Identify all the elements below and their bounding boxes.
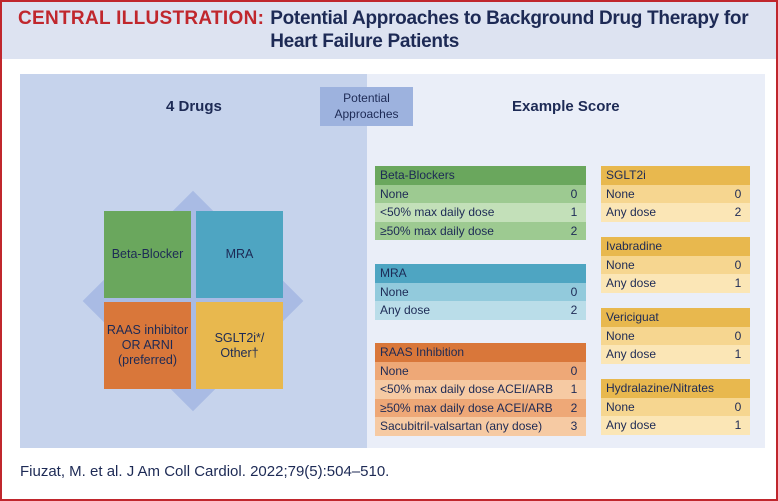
dose-label: Any dose <box>606 418 657 432</box>
table-row: None 0 <box>601 397 750 416</box>
title-text: Potential Approaches to Background Drug … <box>270 8 749 52</box>
table-row: Any dose 2 <box>375 301 586 320</box>
score-value: 0 <box>570 186 578 201</box>
dose-label: ≥50% max daily dose ACEI/ARB <box>380 400 553 415</box>
score-value: 2 <box>734 205 742 219</box>
score-value: 0 <box>570 284 578 299</box>
table-row: Any dose 1 <box>601 416 750 435</box>
score-table: MRA None 0 Any dose 2 <box>375 264 586 320</box>
table-row: Any dose 2 <box>601 203 750 222</box>
score-value: 0 <box>570 363 578 378</box>
dose-label: ≥50% max daily dose <box>380 223 494 238</box>
score-value: 1 <box>734 276 742 290</box>
dose-label: None <box>380 186 409 201</box>
quad-raas: RAAS inhibitor OR ARNI (preferred) <box>104 302 191 389</box>
quad-mra: MRA <box>196 211 283 298</box>
score-value: 2 <box>570 303 578 317</box>
table-row: Sacubitril-valsartan (any dose) 3 <box>375 417 586 436</box>
table-row: None 0 <box>375 184 586 203</box>
table-row: Any dose 1 <box>601 274 750 293</box>
score-value: 2 <box>570 400 578 415</box>
table-header: SGLT2i <box>601 166 750 185</box>
dose-label: <50% max daily dose ACEI/ARB <box>380 382 554 396</box>
score-value: 0 <box>734 257 742 272</box>
score-table: RAAS Inhibition None 0 <50% max daily dose … <box>375 343 586 436</box>
dose-label: None <box>606 399 635 414</box>
dose-label: None <box>380 363 409 378</box>
score-value: 1 <box>570 382 578 396</box>
score-table: SGLT2i None 0 Any dose 2 <box>601 166 750 222</box>
score-value: 1 <box>570 205 578 219</box>
table-header: Beta-Blockers <box>375 166 586 185</box>
table-header: RAAS Inhibition <box>375 343 586 362</box>
title-lead: CENTRAL ILLUSTRATION: <box>18 8 265 29</box>
dose-label: None <box>606 328 635 343</box>
score-value: 3 <box>570 419 578 433</box>
score-table: Vericiguat None 0 Any dose 1 <box>601 308 750 364</box>
citation: Fiuzat, M. et al. J Am Coll Cardiol. 202… <box>20 463 390 480</box>
table-header: Vericiguat <box>601 308 750 327</box>
table-header: Ivabradine <box>601 237 750 256</box>
table-header: Hydralazine/Nitrates <box>601 379 750 398</box>
score-table: Hydralazine/Nitrates None 0 Any dose 1 <box>601 379 750 435</box>
table-row: Any dose 1 <box>601 345 750 364</box>
dose-label: Any dose <box>606 347 657 361</box>
figure-title: CENTRAL ILLUSTRATION: Potential Approache… <box>18 7 770 53</box>
dose-label: <50% max daily dose <box>380 205 495 219</box>
header-band <box>2 2 776 59</box>
table-header: MRA <box>375 264 586 283</box>
table-row: None 0 <box>601 184 750 203</box>
score-heading: Example Score <box>512 98 620 115</box>
table-row: None 0 <box>601 326 750 345</box>
approaches-badge: Potential Approaches <box>320 87 413 126</box>
dose-label: Any dose <box>380 303 431 317</box>
score-value: 1 <box>734 418 742 432</box>
score-table: Beta-Blockers None 0 <50% max daily dose 1 ≥5… <box>375 166 586 240</box>
dose-label: Any dose <box>606 205 657 219</box>
dose-label: Any dose <box>606 276 657 290</box>
table-row: None 0 <box>601 255 750 274</box>
dose-label: Sacubitril-valsartan (any dose) <box>380 419 543 433</box>
table-row: <50% max daily dose ACEI/ARB 1 <box>375 380 586 399</box>
score-value: 1 <box>734 347 742 361</box>
score-value: 2 <box>570 223 578 238</box>
table-row: <50% max daily dose 1 <box>375 203 586 222</box>
table-row: None 0 <box>375 361 586 380</box>
table-row: None 0 <box>375 282 586 301</box>
drugs-heading: 4 Drugs <box>166 98 222 115</box>
dose-label: None <box>606 186 635 201</box>
quad-beta-blocker: Beta-Blocker <box>104 211 191 298</box>
dose-label: None <box>380 284 409 299</box>
score-value: 0 <box>734 399 742 414</box>
score-value: 0 <box>734 186 742 201</box>
score-value: 0 <box>734 328 742 343</box>
table-row: ≥50% max daily dose 2 <box>375 221 586 240</box>
score-table: Ivabradine None 0 Any dose 1 <box>601 237 750 293</box>
table-row: ≥50% max daily dose ACEI/ARB 2 <box>375 398 586 417</box>
dose-label: None <box>606 257 635 272</box>
quad-sglt2i: SGLT2i*/ Other† <box>196 302 283 389</box>
